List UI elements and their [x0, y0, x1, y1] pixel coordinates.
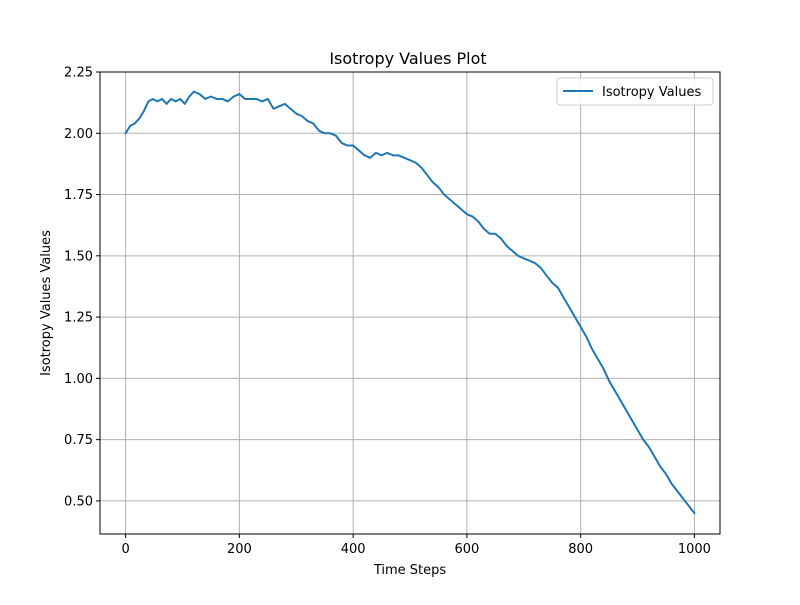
x-tick-label: 200	[227, 542, 252, 557]
legend: Isotropy Values	[556, 77, 714, 106]
legend-label: Isotropy Values	[602, 85, 701, 100]
x-tick-label: 0	[121, 542, 129, 557]
x-tick-label: 1000	[678, 542, 711, 557]
y-tick-label: 1.50	[64, 249, 93, 264]
x-axis-label: Time Steps	[373, 563, 447, 578]
y-tick-label: 1.75	[64, 188, 93, 203]
y-tick-label: 1.00	[64, 372, 93, 387]
legend-frame	[556, 77, 714, 106]
y-tick-label: 2.00	[64, 127, 93, 142]
x-tick-label: 600	[454, 542, 479, 557]
series-line	[124, 90, 696, 515]
y-tick-label: 0.50	[64, 494, 93, 509]
axes-frame	[99, 71, 721, 535]
ticks: 0 200 400 600 800 1000 0.50 0.75 1.00 1.25 1.50 1.7…	[64, 66, 711, 558]
y-tick-label: 0.75	[64, 433, 93, 448]
x-tick-label: 800	[568, 542, 593, 557]
y-tick-label: 1.25	[64, 311, 93, 326]
chart-title: Isotropy Values Plot	[329, 49, 486, 68]
y-axis-label: Isotropy Values Values	[39, 230, 54, 376]
x-tick-label: 400	[341, 542, 366, 557]
y-tick-label: 2.25	[64, 66, 93, 81]
series-lines	[124, 90, 696, 515]
